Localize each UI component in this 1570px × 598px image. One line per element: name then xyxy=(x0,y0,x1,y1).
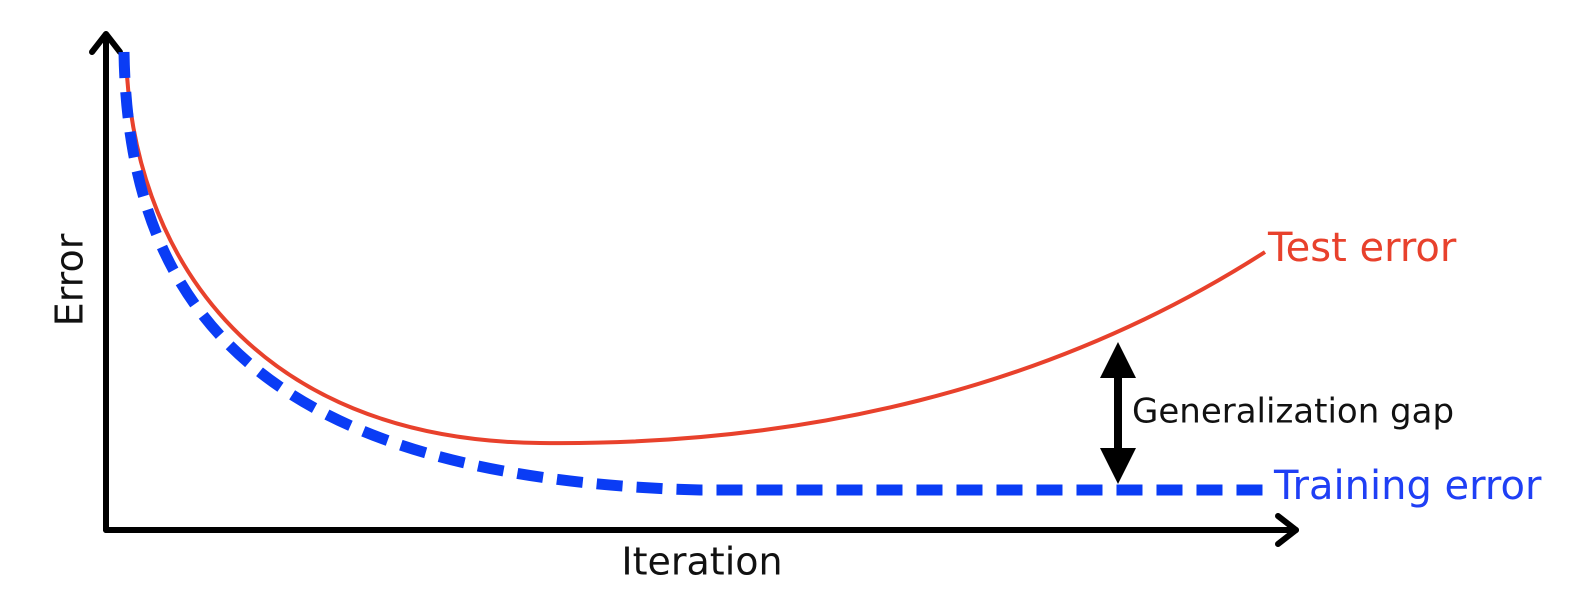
y-axis-arrow xyxy=(89,31,123,55)
curve-label: Training error xyxy=(1273,463,1542,509)
axes xyxy=(89,31,1299,547)
annotation: Generalization gap xyxy=(1132,392,1454,432)
x-axis-label: Iteration xyxy=(621,540,782,584)
curve-label: Test error xyxy=(1267,225,1457,271)
x-axis-arrow xyxy=(1275,513,1299,547)
training-error-curve xyxy=(118,51,1265,496)
gap-arrow-head xyxy=(1100,448,1136,484)
test-error-curve xyxy=(124,51,1267,446)
gap-arrow-head xyxy=(1100,342,1136,378)
gap-arrow xyxy=(1100,342,1136,484)
y-axis-label: Error xyxy=(48,233,92,326)
